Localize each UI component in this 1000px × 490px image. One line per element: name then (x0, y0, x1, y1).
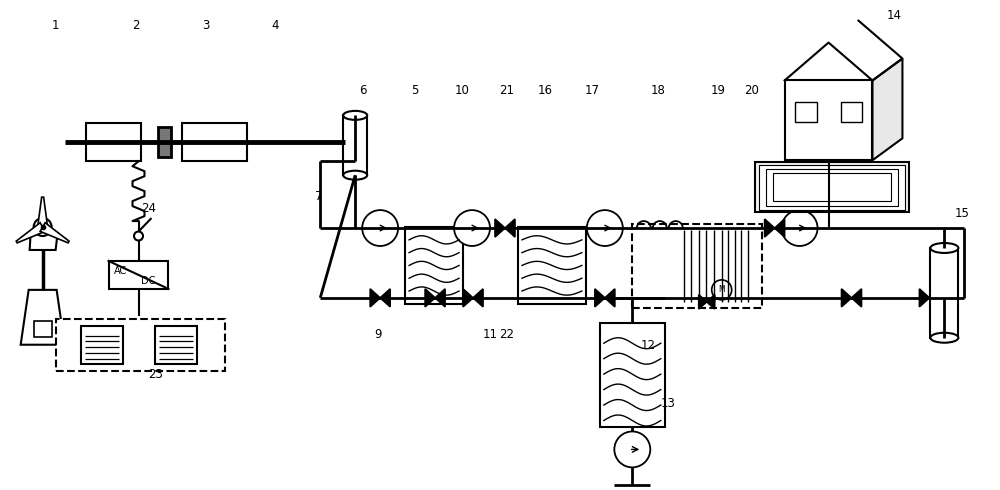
Polygon shape (842, 289, 852, 307)
Text: DC: DC (141, 276, 156, 286)
Bar (518, 227, 586, 304)
Bar (56, 319, 225, 370)
Polygon shape (605, 289, 615, 307)
Circle shape (34, 218, 52, 236)
Polygon shape (929, 289, 939, 307)
Ellipse shape (930, 243, 958, 253)
Polygon shape (699, 294, 707, 309)
Text: 16: 16 (537, 84, 552, 97)
Polygon shape (707, 294, 715, 309)
Bar (930, 248, 958, 338)
Text: 15: 15 (955, 207, 970, 220)
Polygon shape (505, 219, 515, 237)
Bar (795, 102, 817, 122)
Bar (773, 173, 891, 201)
Circle shape (134, 232, 143, 241)
Polygon shape (872, 58, 902, 160)
Polygon shape (463, 289, 473, 307)
Text: 10: 10 (455, 84, 469, 97)
Ellipse shape (930, 333, 958, 343)
Text: 18: 18 (650, 84, 665, 97)
Circle shape (587, 210, 623, 246)
Text: 20: 20 (744, 84, 759, 97)
Polygon shape (40, 223, 69, 243)
Bar (755, 162, 909, 212)
Bar (155, 326, 197, 364)
Text: 13: 13 (660, 397, 675, 410)
Text: 24: 24 (141, 201, 156, 215)
Circle shape (712, 280, 732, 300)
Text: 3: 3 (202, 19, 209, 32)
Text: 21: 21 (499, 84, 514, 97)
Text: 2: 2 (132, 19, 139, 32)
Bar (766, 169, 898, 205)
Text: 12: 12 (640, 339, 655, 352)
Polygon shape (425, 289, 435, 307)
Text: 17: 17 (584, 84, 599, 97)
Polygon shape (473, 289, 483, 307)
Bar (405, 227, 463, 304)
Text: 14: 14 (887, 9, 902, 22)
Circle shape (454, 210, 490, 246)
Text: M: M (718, 285, 725, 294)
Polygon shape (16, 223, 45, 243)
Polygon shape (765, 219, 775, 237)
Polygon shape (595, 289, 605, 307)
Bar (343, 115, 367, 175)
Bar (600, 323, 665, 427)
Text: 22: 22 (499, 328, 514, 341)
Text: 7: 7 (315, 190, 322, 203)
Circle shape (614, 432, 650, 467)
Circle shape (362, 210, 398, 246)
Text: 5: 5 (411, 84, 419, 97)
Bar (81, 326, 123, 364)
Polygon shape (380, 289, 390, 307)
Bar (109, 261, 168, 289)
Text: 1: 1 (52, 19, 59, 32)
Text: 9: 9 (374, 328, 382, 341)
Bar (182, 123, 247, 161)
Bar (158, 127, 171, 157)
Polygon shape (21, 290, 65, 345)
Bar (841, 102, 862, 122)
Polygon shape (775, 219, 785, 237)
Circle shape (782, 210, 818, 246)
Text: 23: 23 (148, 368, 163, 381)
Text: 19: 19 (710, 84, 725, 97)
Text: 11: 11 (483, 328, 498, 341)
Text: AC: AC (114, 266, 127, 276)
Bar (759, 165, 905, 210)
Polygon shape (30, 233, 58, 250)
Polygon shape (495, 219, 505, 237)
Ellipse shape (343, 111, 367, 120)
Polygon shape (38, 197, 48, 227)
Bar (86, 123, 140, 161)
Polygon shape (919, 289, 929, 307)
Polygon shape (852, 289, 861, 307)
Text: 4: 4 (272, 19, 279, 32)
Bar (785, 80, 872, 160)
Polygon shape (435, 289, 445, 307)
Text: 6: 6 (359, 84, 367, 97)
Bar (34, 321, 52, 337)
Polygon shape (370, 289, 380, 307)
Bar (632, 224, 762, 308)
Ellipse shape (343, 171, 367, 180)
